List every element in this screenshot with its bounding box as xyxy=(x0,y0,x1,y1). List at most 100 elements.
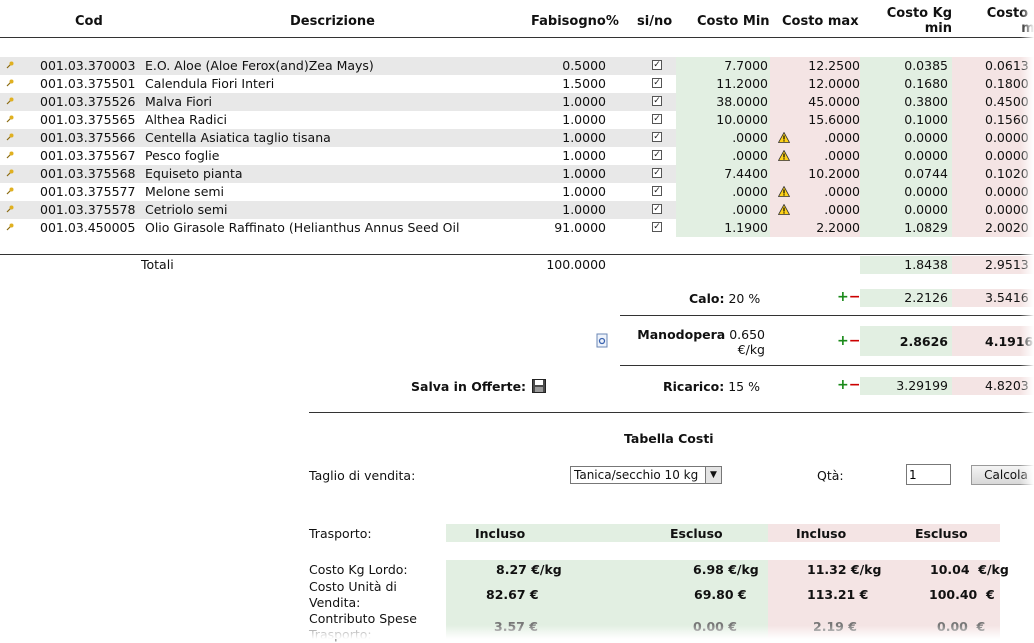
pin-icon[interactable] xyxy=(6,61,14,69)
save-icon[interactable] xyxy=(532,379,546,393)
row-costo-min: .0000 xyxy=(732,148,768,163)
row-kgmax-cell: 0.0613 xyxy=(952,57,1034,75)
row-fabisogno: 1.0000 xyxy=(562,184,606,199)
lordo-label: Costo Kg Lordo: xyxy=(309,562,408,577)
calo-kgmin-cell: 2.2126 xyxy=(860,289,952,307)
row-kgmin-cell: 1.0829 xyxy=(860,219,952,237)
table-row[interactable]: 001.03.375568 Equiseto pianta 1.0000 ✓ 7.440… xyxy=(0,165,1034,183)
row-checkbox[interactable]: ✓ xyxy=(652,150,662,160)
lordo-escluso-max: 10.04 €/kg xyxy=(930,562,1009,577)
row-costo-min-cell: 1.1900 xyxy=(676,219,770,237)
row-costo-max-cell: .0000 xyxy=(770,147,860,165)
row-costo-max: 45.0000 xyxy=(808,94,860,109)
header-costo-min: Costo Min xyxy=(697,14,770,29)
manodopera-row: Manodopera 0.650 €/kg xyxy=(633,327,765,357)
row-checkbox[interactable]: ✓ xyxy=(652,132,662,142)
row-checkbox[interactable]: ✓ xyxy=(652,186,662,196)
warning-icon xyxy=(778,132,790,143)
row-checkbox[interactable]: ✓ xyxy=(652,60,662,70)
row-checkbox[interactable]: ✓ xyxy=(652,222,662,232)
table-row[interactable]: 001.03.375565 Althea Radici 1.0000 ✓ 10.0000… xyxy=(0,111,1034,129)
qta-input[interactable] xyxy=(906,464,951,485)
row-checkbox[interactable]: ✓ xyxy=(652,78,662,88)
header-sino: si/no xyxy=(637,14,673,29)
row-costo-min: .0000 xyxy=(732,130,768,145)
table-row[interactable]: 001.03.370003 E.O. Aloe (Aloe Ferox(and)Z… xyxy=(0,57,1034,75)
unita-escluso-max: 100.40 € xyxy=(929,587,995,602)
calcola-button[interactable]: Calcola xyxy=(971,465,1034,485)
row-checkbox[interactable]: ✓ xyxy=(652,114,662,124)
row-cod: 001.03.375501 xyxy=(40,76,136,91)
bottom-edge-fade xyxy=(0,625,1034,639)
row-kgmax-cell: 0.4500 xyxy=(952,93,1034,111)
row-kgmin: 0.0385 xyxy=(904,58,948,73)
row-checkbox[interactable]: ✓ xyxy=(652,204,662,214)
pin-icon[interactable] xyxy=(6,151,14,159)
manodopera-minus-icon[interactable]: − xyxy=(848,333,861,349)
right-edge-fade xyxy=(1020,0,1034,639)
pin-icon[interactable] xyxy=(6,187,14,195)
pin-icon[interactable] xyxy=(6,169,14,177)
row-costo-min: 1.1900 xyxy=(724,220,768,235)
chevron-down-icon[interactable]: ▼ xyxy=(705,467,721,483)
row-costo-min: 11.2000 xyxy=(716,76,768,91)
col-escluso-min: Escluso xyxy=(670,526,723,541)
row-kgmax: 0.0000 xyxy=(985,202,1029,217)
row-kgmin-cell: 0.1000 xyxy=(860,111,952,129)
row-costo-min: 7.7000 xyxy=(724,58,768,73)
trasporto-min-band xyxy=(446,524,768,542)
row-costo-min: 7.4400 xyxy=(724,166,768,181)
row-kgmin-cell: 0.0000 xyxy=(860,201,952,219)
row-fabisogno: 1.0000 xyxy=(562,148,606,163)
ricarico-minus-icon[interactable]: − xyxy=(848,377,861,393)
taglio-select[interactable]: Tanica/secchio 10 kg ▼ xyxy=(570,466,722,484)
table-row[interactable]: 001.03.375577 Melone semi 1.0000 ✓ .0000 .000… xyxy=(0,183,1034,201)
pin-icon[interactable] xyxy=(6,133,14,141)
unita-label: Costo Unità di Vendita: xyxy=(309,579,397,611)
unita-incluso-min: 82.67 € xyxy=(486,587,539,602)
row-costo-max: 2.2000 xyxy=(816,220,860,235)
row-fabisogno: 1.5000 xyxy=(562,76,606,91)
row-descrizione: Pesco foglie xyxy=(145,148,220,163)
rows-divider xyxy=(0,254,1034,255)
row-kgmax-cell: 0.0000 xyxy=(952,147,1034,165)
calo-minus-icon[interactable]: − xyxy=(848,289,861,305)
table-row[interactable]: 001.03.450005 Olio Girasole Raffinato (He… xyxy=(0,219,1034,237)
table-row[interactable]: 001.03.375501 Calendula Fiori Interi 1.500… xyxy=(0,75,1034,93)
row-kgmax-cell: 0.1020 xyxy=(952,165,1034,183)
pin-icon[interactable] xyxy=(6,97,14,105)
row-descrizione: Olio Girasole Raffinato (Helianthus Annu… xyxy=(145,220,460,235)
header-costo-kg-min: Costo Kg min xyxy=(868,6,952,36)
calo-plus-icon[interactable]: + xyxy=(837,289,849,305)
ricarico-plus-icon[interactable]: + xyxy=(837,377,849,393)
row-cod: 001.03.375566 xyxy=(40,130,136,145)
lordo-incluso-min: 8.27 €/kg xyxy=(496,562,562,577)
header-cod: Cod xyxy=(75,14,103,29)
pin-icon[interactable] xyxy=(6,205,14,213)
row-cod: 001.03.375577 xyxy=(40,184,136,199)
manodopera-unit: €/kg xyxy=(737,342,765,357)
table-row[interactable]: 001.03.375567 Pesco foglie 1.0000 ✓ .0000 .00… xyxy=(0,147,1034,165)
contributo-label-line1: Contributo Spese xyxy=(309,611,417,626)
pin-icon[interactable] xyxy=(6,115,14,123)
row-checkbox[interactable]: ✓ xyxy=(652,168,662,178)
document-icon[interactable] xyxy=(596,333,609,348)
salva-label: Salva in Offerte: xyxy=(411,379,527,394)
unita-label-line1: Costo Unità di xyxy=(309,579,397,594)
table-row[interactable]: 001.03.375526 Malva Fiori 1.0000 ✓ 38.0000 45… xyxy=(0,93,1034,111)
pin-icon[interactable] xyxy=(6,79,14,87)
row-cod: 001.03.450005 xyxy=(40,220,136,235)
table-row[interactable]: 001.03.375566 Centella Asiatica taglio ti… xyxy=(0,129,1034,147)
table-row[interactable]: 001.03.375578 Cetriolo semi 1.0000 ✓ .0000 .0… xyxy=(0,201,1034,219)
row-checkbox[interactable]: ✓ xyxy=(652,96,662,106)
ricarico-kgmin: 3.29199 xyxy=(896,378,948,393)
row-descrizione: Althea Radici xyxy=(145,112,227,127)
row-descrizione: Centella Asiatica taglio tisana xyxy=(145,130,331,145)
pin-icon[interactable] xyxy=(6,223,14,231)
row-costo-max: 12.2500 xyxy=(808,58,860,73)
row-costo-min-cell: 11.2000 xyxy=(676,75,770,93)
row-kgmax-cell: 0.0000 xyxy=(952,201,1034,219)
row-costo-max: 12.0000 xyxy=(808,76,860,91)
row-descrizione: Melone semi xyxy=(145,184,225,199)
manodopera-plus-icon[interactable]: + xyxy=(837,333,849,349)
